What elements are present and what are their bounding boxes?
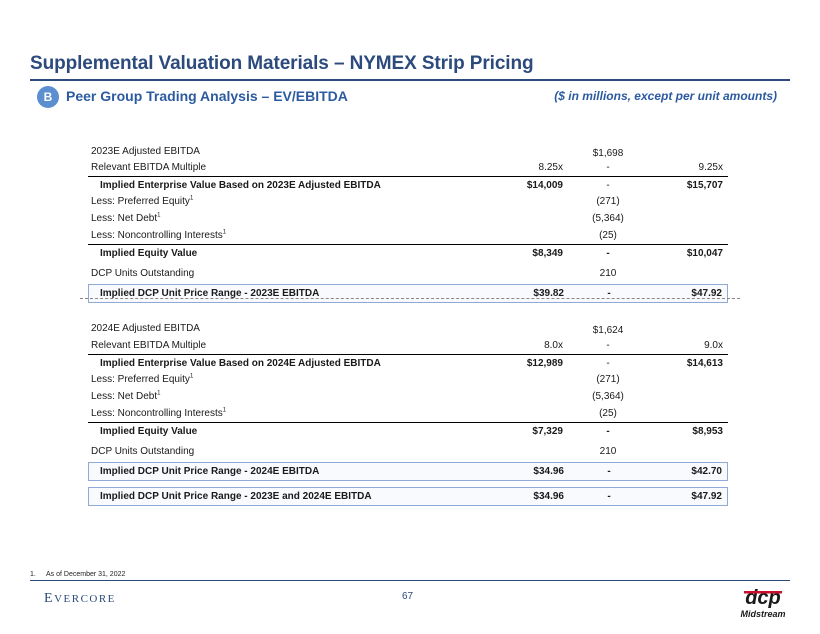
row-mid-value: - [607,288,611,299]
row-2023-multiple: Relevant EBITDA Multiple 8.25x - 9.25x [88,159,728,176]
row-mid-value: - [606,179,610,191]
row-label: Relevant EBITDA Multiple [91,340,207,351]
footnote-text: As of December 31, 2022 [46,571,126,578]
row-2024-units-outstanding: DCP Units Outstanding 210 [88,440,728,462]
row-mid-value: - [606,162,610,173]
row-label: Less: Net Debt [91,391,158,402]
footnote-marker: 1 [189,373,194,380]
row-high-value: $15,707 [686,179,723,191]
row-mid-value: (5,364) [592,213,624,224]
row-label: Less: Preferred Equity [91,196,190,207]
section-divider [80,298,740,299]
dcp-midstream-logo: dcp Midstream [740,587,785,619]
valuation-table: 2023E Adjusted EBITDA $1,698 Relevant EB… [88,143,728,506]
units-note: ($ in millions, except per unit amounts) [554,89,777,103]
row-2023-units-outstanding: DCP Units Outstanding 210 [88,262,728,284]
row-mid-value: - [606,357,610,369]
row-low-value: 8.25x [538,162,563,173]
row-mid-value: - [606,340,610,351]
row-2023-enterprise-value: Implied Enterprise Value Based on 2023E … [88,176,728,193]
row-label: Implied Equity Value [100,248,198,259]
evercore-logo: EVERCORE [44,591,116,606]
row-2024-adjusted-ebitda: 2024E Adjusted EBITDA $1,624 [88,320,728,337]
row-combined-unit-price-range: Implied DCP Unit Price Range - 2023E and… [88,487,728,506]
row-label: Implied Enterprise Value Based on 2024E … [100,357,381,369]
row-2024-unit-price-range: Implied DCP Unit Price Range - 2024E EBI… [88,462,728,481]
footnote-number: 1. [30,571,36,578]
row-low-value: $34.96 [533,466,564,477]
row-label: Less: Net Debt [91,213,158,224]
row-2024-multiple: Relevant EBITDA Multiple 8.0x - 9.0x [88,337,728,354]
row-high-value: 9.0x [704,340,723,351]
row-high-value: $14,613 [686,357,723,369]
row-2023-adjusted-ebitda: 2023E Adjusted EBITDA $1,698 [88,143,728,159]
row-low-value: $34.96 [533,491,564,502]
row-2023-noncontrolling: Less: Noncontrolling Interests1 (25) [88,227,728,244]
row-label: Relevant EBITDA Multiple [91,162,207,173]
row-mid-value: 210 [599,267,617,279]
row-low-value: $14,009 [526,179,563,191]
svg-text:dcp: dcp [745,587,781,609]
row-label: Implied Equity Value [100,426,198,437]
footnote-marker: 1 [222,229,227,236]
footnote-marker: 1 [189,195,194,202]
row-mid-value: - [607,466,611,477]
row-2024-equity-value: Implied Equity Value $7,329 - $8,953 [88,422,728,440]
row-2024-noncontrolling: Less: Noncontrolling Interests1 (25) [88,405,728,422]
row-low-value: $8,349 [532,248,563,259]
row-2023-equity-value: Implied Equity Value $8,349 - $10,047 [88,244,728,262]
row-low-value: $12,989 [526,357,563,369]
row-mid-value: (271) [596,374,620,385]
row-high-value: $47.92 [691,491,722,502]
row-mid-value: - [606,248,610,259]
row-label: Implied DCP Unit Price Range - 2023E EBI… [100,288,320,299]
row-label: DCP Units Outstanding [91,445,195,457]
section-subtitle: Peer Group Trading Analysis – EV/EBITDA [66,88,348,104]
page-number: 67 [402,591,414,602]
row-mid-value: $1,624 [592,325,624,336]
row-label: Implied DCP Unit Price Range - 2023E and… [100,491,372,502]
row-2024-net-debt: Less: Net Debt1 (5,364) [88,388,728,405]
row-2023-preferred-equity: Less: Preferred Equity1 (271) [88,193,728,210]
row-mid-value: - [607,491,611,502]
footnote: 1. As of December 31, 2022 [30,571,125,578]
row-high-value: $47.92 [691,288,722,299]
row-mid-value: $1,698 [592,147,624,159]
footnote-marker: 1 [222,407,227,414]
row-high-value: $8,953 [692,426,723,437]
section-badge: B [37,86,59,108]
row-mid-value: 210 [599,445,617,457]
row-label: Less: Preferred Equity [91,374,190,385]
row-mid-value: - [606,426,610,437]
row-high-value: 9.25x [698,162,723,173]
svg-text:Midstream: Midstream [740,609,785,619]
row-mid-value: (25) [599,408,617,419]
row-label: Implied DCP Unit Price Range - 2024E EBI… [100,466,320,477]
footnote-marker: 1 [157,390,161,397]
footer-divider [30,580,790,581]
row-2023-net-debt: Less: Net Debt1 (5,364) [88,210,728,227]
row-mid-value: (25) [599,230,617,241]
footnote-marker: 1 [157,212,161,219]
row-low-value: 8.0x [544,340,563,351]
row-label: DCP Units Outstanding [91,267,195,279]
row-mid-value: (271) [596,196,620,207]
row-label: Implied Enterprise Value Based on 2023E … [100,179,381,191]
row-label: 2024E Adjusted EBITDA [91,323,200,334]
row-2023-unit-price-range: Implied DCP Unit Price Range - 2023E EBI… [88,284,728,303]
row-label: 2023E Adjusted EBITDA [91,145,200,157]
row-low-value: $7,329 [532,426,563,437]
row-low-value: $39.82 [533,288,564,299]
row-2024-enterprise-value: Implied Enterprise Value Based on 2024E … [88,354,728,371]
title-divider [30,79,790,81]
row-2024-preferred-equity: Less: Preferred Equity1 (271) [88,371,728,388]
row-mid-value: (5,364) [592,391,624,402]
row-label: Less: Noncontrolling Interests [91,408,223,419]
page-title: Supplemental Valuation Materials – NYMEX… [30,53,534,74]
row-high-value: $42.70 [691,466,722,477]
row-label: Less: Noncontrolling Interests [91,230,223,241]
row-high-value: $10,047 [686,248,723,259]
